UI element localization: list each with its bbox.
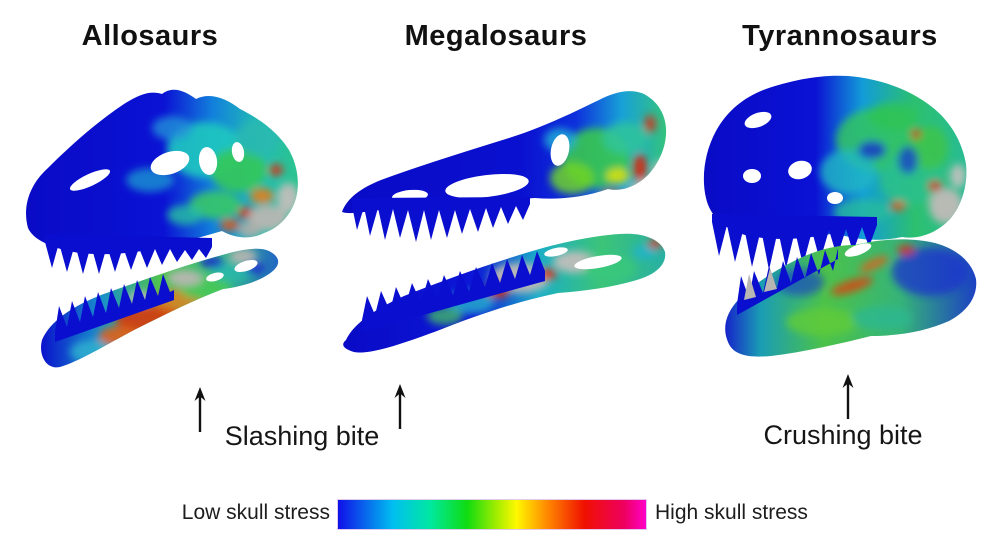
megalosaur-mandible [343,233,666,353]
slashing-bite-label: Slashing bite [224,421,380,451]
up-arrow-icon [838,373,858,421]
tyrannosaur-mandible [725,239,977,357]
crushing-bite-label: Crushing bite [763,420,923,450]
allosaur-mandible [41,248,279,368]
megalosaur-skull-image [342,91,667,353]
legend-high-label: High skull stress [655,501,808,524]
stress-legend: Low skull stress High skull stress [0,495,1000,535]
panel-title-tyrannosaurs: Tyrannosaurs [742,20,938,52]
tyrannosaur-skull-image [703,75,977,357]
legend-low-label: Low skull stress [181,501,330,524]
up-arrow-icon [190,386,210,434]
allosaur-cranium [26,89,298,274]
allosaur-skull-image [26,89,298,368]
up-arrow-icon [390,383,410,431]
panel-title-megalosaurs: Megalosaurs [404,20,588,52]
megalosaur-cranium [342,91,667,242]
panel-title-allosaurs: Allosaurs [81,20,219,52]
legend-colorbar [337,499,647,530]
tyrannosaur-cranium [703,75,967,270]
